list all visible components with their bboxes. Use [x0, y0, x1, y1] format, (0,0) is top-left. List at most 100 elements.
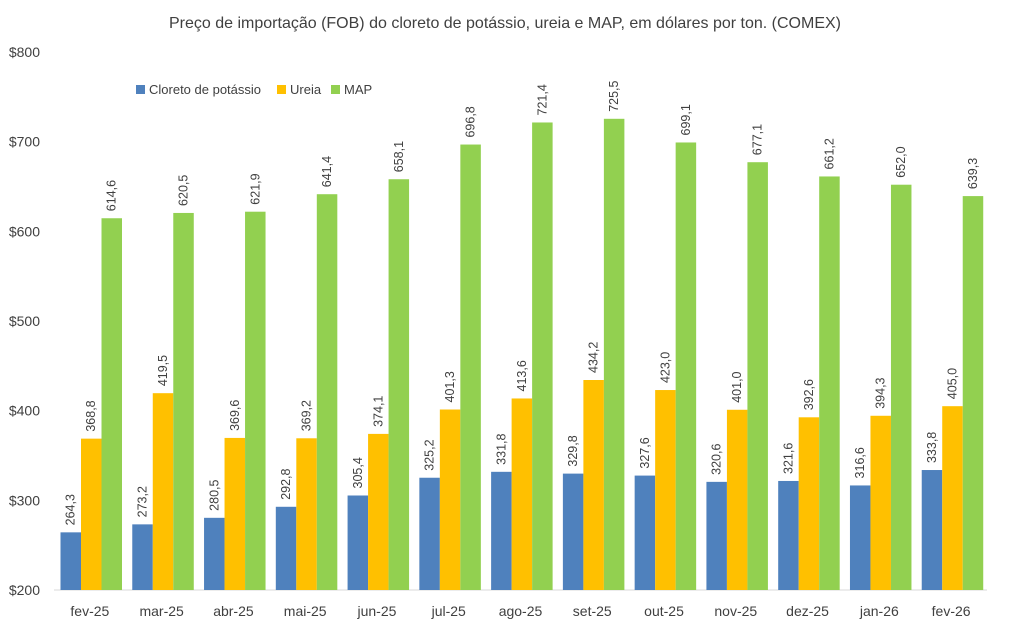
- data-label: 320,6: [710, 444, 724, 475]
- bar-cloreto-de-pot-ssio: [60, 532, 81, 590]
- bar-cloreto-de-pot-ssio: [419, 477, 440, 590]
- data-label: 333,8: [925, 432, 939, 463]
- bar-cloreto-de-pot-ssio: [491, 471, 512, 590]
- y-tick-label: $700: [9, 134, 40, 150]
- legend-swatch: [331, 85, 340, 94]
- x-tick-label: dez-25: [786, 603, 829, 619]
- data-label: 368,8: [84, 400, 98, 431]
- y-tick-label: $600: [9, 223, 40, 239]
- bar-map: [388, 179, 410, 590]
- data-label: 641,4: [320, 156, 334, 187]
- bar-ureia: [81, 438, 102, 590]
- bar-map: [962, 196, 984, 590]
- data-label: 614,6: [105, 180, 119, 211]
- x-tick-label: ago-25: [499, 603, 543, 619]
- data-label: 652,0: [894, 146, 908, 177]
- data-label: 327,6: [638, 437, 652, 468]
- bar-map: [890, 184, 912, 590]
- data-label: 413,6: [515, 360, 529, 391]
- x-tick-label: set-25: [573, 603, 612, 619]
- data-label: 331,8: [494, 433, 508, 464]
- bar-map: [173, 212, 194, 590]
- bar-ureia: [726, 409, 748, 590]
- x-tick-label: fev-25: [70, 603, 109, 619]
- chart-title: Preço de importação (FOB) do cloreto de …: [169, 15, 841, 32]
- x-tick-label: fev-26: [932, 603, 971, 619]
- data-label: 423,0: [658, 352, 672, 383]
- bar-ureia: [224, 437, 246, 590]
- data-label: 369,6: [228, 400, 242, 431]
- bar-ureia: [655, 390, 676, 590]
- data-label: 721,4: [535, 84, 549, 115]
- legend-label: MAP: [344, 82, 372, 97]
- bar-map: [819, 176, 840, 590]
- data-label: 419,5: [156, 355, 170, 386]
- data-label: 639,3: [966, 158, 980, 189]
- data-label: 392,6: [802, 379, 816, 410]
- bar-map: [245, 211, 266, 590]
- bar-ureia: [798, 417, 820, 590]
- data-label: 273,2: [136, 486, 150, 517]
- data-label: 677,1: [751, 124, 765, 155]
- legend-swatch: [277, 85, 286, 94]
- data-label: 321,6: [781, 443, 795, 474]
- data-label: 374,1: [371, 396, 385, 427]
- data-label: 699,1: [679, 104, 693, 135]
- data-label: 329,8: [566, 435, 580, 466]
- y-tick-label: $300: [9, 492, 40, 508]
- x-tick-label: jun-25: [357, 603, 397, 619]
- legend-label: Cloreto de potássio: [149, 82, 261, 97]
- bar-map: [101, 218, 122, 590]
- x-tick-label: out-25: [644, 603, 684, 619]
- bar-cloreto-de-pot-ssio: [275, 506, 297, 590]
- data-label: 620,5: [177, 175, 191, 206]
- bar-ureia: [296, 438, 317, 590]
- data-label: 401,3: [443, 371, 457, 402]
- data-label: 405,0: [945, 368, 959, 399]
- bar-cloreto-de-pot-ssio: [706, 481, 727, 590]
- bar-ureia: [870, 415, 891, 590]
- data-label: 292,8: [279, 468, 293, 499]
- bar-cloreto-de-pot-ssio: [132, 524, 153, 590]
- bar-ureia: [511, 398, 533, 590]
- data-label: 658,1: [392, 141, 406, 172]
- bar-map: [460, 144, 481, 590]
- bar-map: [316, 194, 338, 590]
- x-tick-label: mar-25: [139, 603, 184, 619]
- bar-map: [532, 122, 553, 590]
- x-tick-label: abr-25: [213, 603, 254, 619]
- legend-swatch: [136, 85, 145, 94]
- bar-cloreto-de-pot-ssio: [347, 495, 369, 590]
- bar-map: [747, 162, 768, 591]
- data-label: 280,5: [207, 479, 221, 510]
- y-tick-label: $500: [9, 313, 40, 329]
- data-label: 621,9: [248, 173, 262, 204]
- data-label: 401,0: [730, 371, 744, 402]
- data-label: 394,3: [874, 377, 888, 408]
- data-label: 725,5: [607, 80, 621, 111]
- data-label: 661,2: [822, 138, 836, 169]
- bar-cloreto-de-pot-ssio: [634, 475, 656, 590]
- data-label: 264,3: [64, 494, 78, 525]
- bar-cloreto-de-pot-ssio: [562, 473, 584, 590]
- y-tick-label: $400: [9, 403, 40, 419]
- x-tick-label: jan-26: [859, 603, 899, 619]
- x-tick-label: jul-25: [431, 603, 466, 619]
- y-tick-label: $800: [9, 44, 40, 60]
- y-tick-label: $200: [9, 582, 40, 598]
- bar-ureia: [583, 380, 604, 590]
- bar-cloreto-de-pot-ssio: [204, 517, 225, 590]
- data-label: 316,6: [853, 447, 867, 478]
- bar-cloreto-de-pot-ssio: [849, 485, 871, 590]
- bar-cloreto-de-pot-ssio: [921, 470, 943, 590]
- data-label: 696,8: [464, 106, 478, 137]
- bar-ureia: [439, 409, 461, 590]
- legend-label: Ureia: [290, 82, 322, 97]
- x-tick-label: nov-25: [714, 603, 757, 619]
- data-label: 305,4: [351, 457, 365, 488]
- data-label: 434,2: [587, 342, 601, 373]
- data-label: 325,2: [423, 439, 437, 470]
- bar-ureia: [368, 433, 389, 590]
- bar-ureia: [942, 406, 963, 590]
